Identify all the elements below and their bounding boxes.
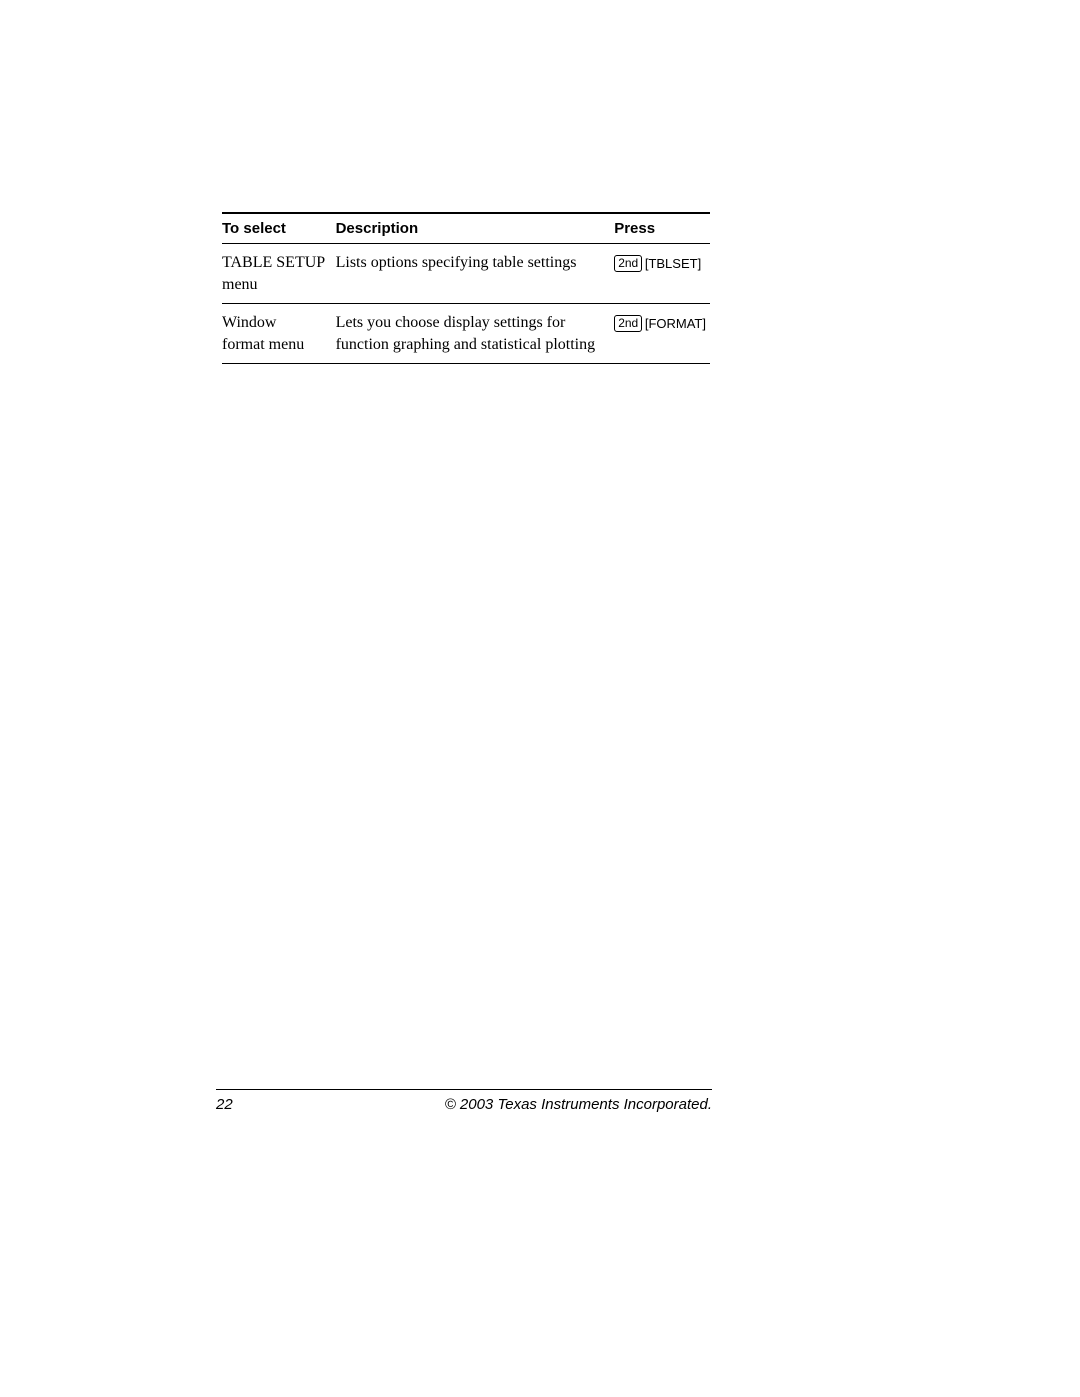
select-line1: Window	[222, 314, 276, 331]
copyright-text: © 2003 Texas Instruments Incorporated.	[445, 1096, 712, 1113]
select-cell: Window format menu	[222, 304, 336, 364]
select-line2: menu	[222, 276, 258, 293]
key-function: FORMAT	[648, 316, 702, 331]
key-bracket: [TBLSET]	[642, 256, 701, 272]
description-cell: Lists options specifying table settings	[336, 244, 615, 304]
footer-rule	[216, 1089, 712, 1090]
footer-line: 22 © 2003 Texas Instruments Incorporated…	[216, 1096, 712, 1113]
key-2nd: 2nd	[614, 315, 642, 331]
table-header-row: To select Description Press	[222, 213, 710, 244]
select-line2: format menu	[222, 336, 304, 353]
key-function: TBLSET	[648, 256, 697, 271]
description-cell: Lets you choose display settings for fun…	[336, 304, 615, 364]
header-description: Description	[336, 213, 615, 244]
table-row: TABLE SETUP menu Lists options specifyin…	[222, 244, 710, 304]
table-row: Window format menu Lets you choose displ…	[222, 304, 710, 364]
page-number: 22	[216, 1096, 233, 1113]
page-footer: 22 © 2003 Texas Instruments Incorporated…	[216, 1089, 712, 1113]
header-to-select: To select	[222, 213, 336, 244]
page-content: To select Description Press TABLE SETUP …	[222, 212, 710, 364]
select-cell: TABLE SETUP menu	[222, 244, 336, 304]
press-cell: 2nd [TBLSET]	[614, 244, 710, 304]
key-2nd: 2nd	[614, 255, 642, 271]
header-press: Press	[614, 213, 710, 244]
menu-reference-table: To select Description Press TABLE SETUP …	[222, 212, 710, 364]
key-bracket: [FORMAT]	[642, 316, 706, 332]
press-cell: 2nd [FORMAT]	[614, 304, 710, 364]
select-line1: TABLE SETUP	[222, 254, 325, 271]
